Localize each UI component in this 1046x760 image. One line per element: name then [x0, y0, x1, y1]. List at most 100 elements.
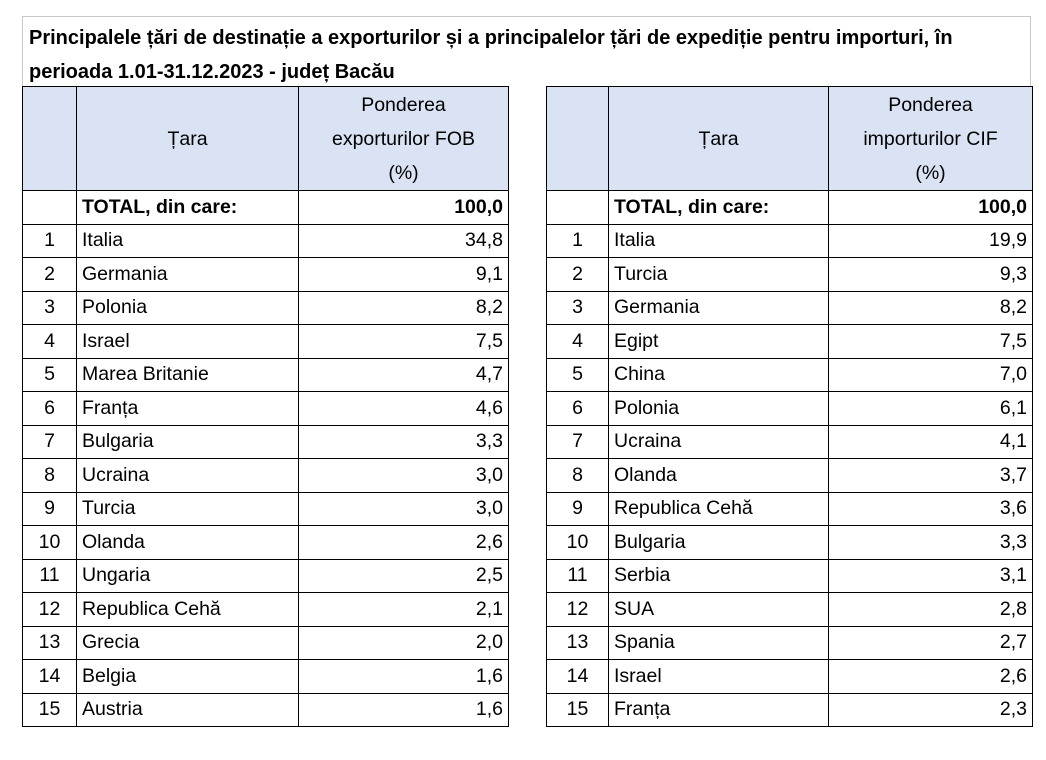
- data-row: 3 Germania 8,2: [546, 290, 1033, 325]
- header-cell: Țara: [76, 86, 299, 191]
- share: 7,0: [828, 357, 1033, 392]
- data-row: 6 Polonia 6,1: [546, 391, 1033, 426]
- country: Olanda: [608, 458, 829, 493]
- header-line: (%): [388, 161, 419, 184]
- data-row: 7 Bulgaria 3,3: [22, 424, 509, 459]
- country: Spania: [608, 625, 829, 660]
- data-row: 9 Turcia 3,0: [22, 491, 509, 526]
- share: 4,7: [298, 357, 509, 392]
- country: Polonia: [76, 290, 299, 325]
- data-row: 14 Israel 2,6: [546, 659, 1033, 694]
- country: Ucraina: [76, 458, 299, 493]
- rank: 15: [22, 692, 77, 727]
- share: 9,3: [828, 257, 1033, 292]
- share: 2,6: [298, 525, 509, 560]
- share: 3,0: [298, 458, 509, 493]
- rank: 6: [546, 391, 609, 426]
- rank: 8: [22, 458, 77, 493]
- data-row: 4 Egipt 7,5: [546, 324, 1033, 359]
- data-row: 10 Bulgaria 3,3: [546, 525, 1033, 560]
- total-row: TOTAL, din care: 100,0: [546, 190, 1033, 225]
- data-row: 2 Turcia 9,3: [546, 257, 1033, 292]
- share: 2,5: [298, 558, 509, 593]
- country: China: [608, 357, 829, 392]
- cell: [546, 190, 609, 225]
- rank: 2: [546, 257, 609, 292]
- total-label: TOTAL, din care:: [608, 190, 829, 225]
- country: Belgia: [76, 659, 299, 694]
- rank: 6: [22, 391, 77, 426]
- country: Franța: [76, 391, 299, 426]
- rank: 3: [22, 290, 77, 325]
- rank: 4: [22, 324, 77, 359]
- header-cell: [22, 86, 77, 191]
- data-row: 14 Belgia 1,6: [22, 659, 509, 694]
- rank: 11: [22, 558, 77, 593]
- export-table: Țara Ponderea exporturilor FOB (%) TOTAL, di…: [22, 86, 509, 727]
- data-row: 15 Austria 1,6: [22, 692, 509, 727]
- rank: 7: [546, 424, 609, 459]
- total-row: TOTAL, din care: 100,0: [22, 190, 509, 225]
- share: 19,9: [828, 223, 1033, 258]
- data-row: 1 Italia 19,9: [546, 223, 1033, 258]
- rank: 13: [546, 625, 609, 660]
- data-row: 12 SUA 2,8: [546, 592, 1033, 627]
- share: 2,7: [828, 625, 1033, 660]
- country: Israel: [76, 324, 299, 359]
- data-row: 7 Ucraina 4,1: [546, 424, 1033, 459]
- country: Bulgaria: [608, 525, 829, 560]
- rank: 2: [22, 257, 77, 292]
- rank: 4: [546, 324, 609, 359]
- share: 34,8: [298, 223, 509, 258]
- country: Austria: [76, 692, 299, 727]
- share: 3,1: [828, 558, 1033, 593]
- country: Italia: [608, 223, 829, 258]
- data-row: 1 Italia 34,8: [22, 223, 509, 258]
- share: 2,0: [298, 625, 509, 660]
- title-box: Principalele țări de destinație a export…: [22, 16, 1031, 86]
- share: 8,2: [828, 290, 1033, 325]
- total-value: 100,0: [828, 190, 1033, 225]
- share: 9,1: [298, 257, 509, 292]
- rank: 14: [22, 659, 77, 694]
- data-row: 5 Marea Britanie 4,7: [22, 357, 509, 392]
- data-row: 12 Republica Cehă 2,1: [22, 592, 509, 627]
- rank: 7: [22, 424, 77, 459]
- header-cell: Ponderea importurilor CIF (%): [828, 86, 1033, 191]
- country: Franța: [608, 692, 829, 727]
- country: Polonia: [608, 391, 829, 426]
- data-row: 8 Ucraina 3,0: [22, 458, 509, 493]
- rank: 11: [546, 558, 609, 593]
- share: 3,6: [828, 491, 1033, 526]
- share: 7,5: [298, 324, 509, 359]
- rank: 14: [546, 659, 609, 694]
- share: 2,6: [828, 659, 1033, 694]
- share: 3,0: [298, 491, 509, 526]
- rank: 12: [22, 592, 77, 627]
- country: Olanda: [76, 525, 299, 560]
- header-line: exporturilor FOB: [331, 127, 476, 150]
- rank: 15: [546, 692, 609, 727]
- data-row: 3 Polonia 8,2: [22, 290, 509, 325]
- cell: [22, 190, 77, 225]
- rank: 5: [22, 357, 77, 392]
- rank: 8: [546, 458, 609, 493]
- data-row: 5 China 7,0: [546, 357, 1033, 392]
- header-line: Ponderea: [361, 93, 446, 116]
- share: 3,3: [298, 424, 509, 459]
- data-row: 6 Franța 4,6: [22, 391, 509, 426]
- country: Turcia: [76, 491, 299, 526]
- country: Germania: [608, 290, 829, 325]
- data-row: 8 Olanda 3,7: [546, 458, 1033, 493]
- data-row: 15 Franța 2,3: [546, 692, 1033, 727]
- rank: 1: [546, 223, 609, 258]
- header-cell: Țara: [608, 86, 829, 191]
- country: Bulgaria: [76, 424, 299, 459]
- country: Ungaria: [76, 558, 299, 593]
- country: SUA: [608, 592, 829, 627]
- share: 6,1: [828, 391, 1033, 426]
- header-cell: Ponderea exporturilor FOB (%): [298, 86, 509, 191]
- data-row: 9 Republica Cehă 3,6: [546, 491, 1033, 526]
- header-row: Țara Ponderea importurilor CIF (%): [546, 86, 1033, 191]
